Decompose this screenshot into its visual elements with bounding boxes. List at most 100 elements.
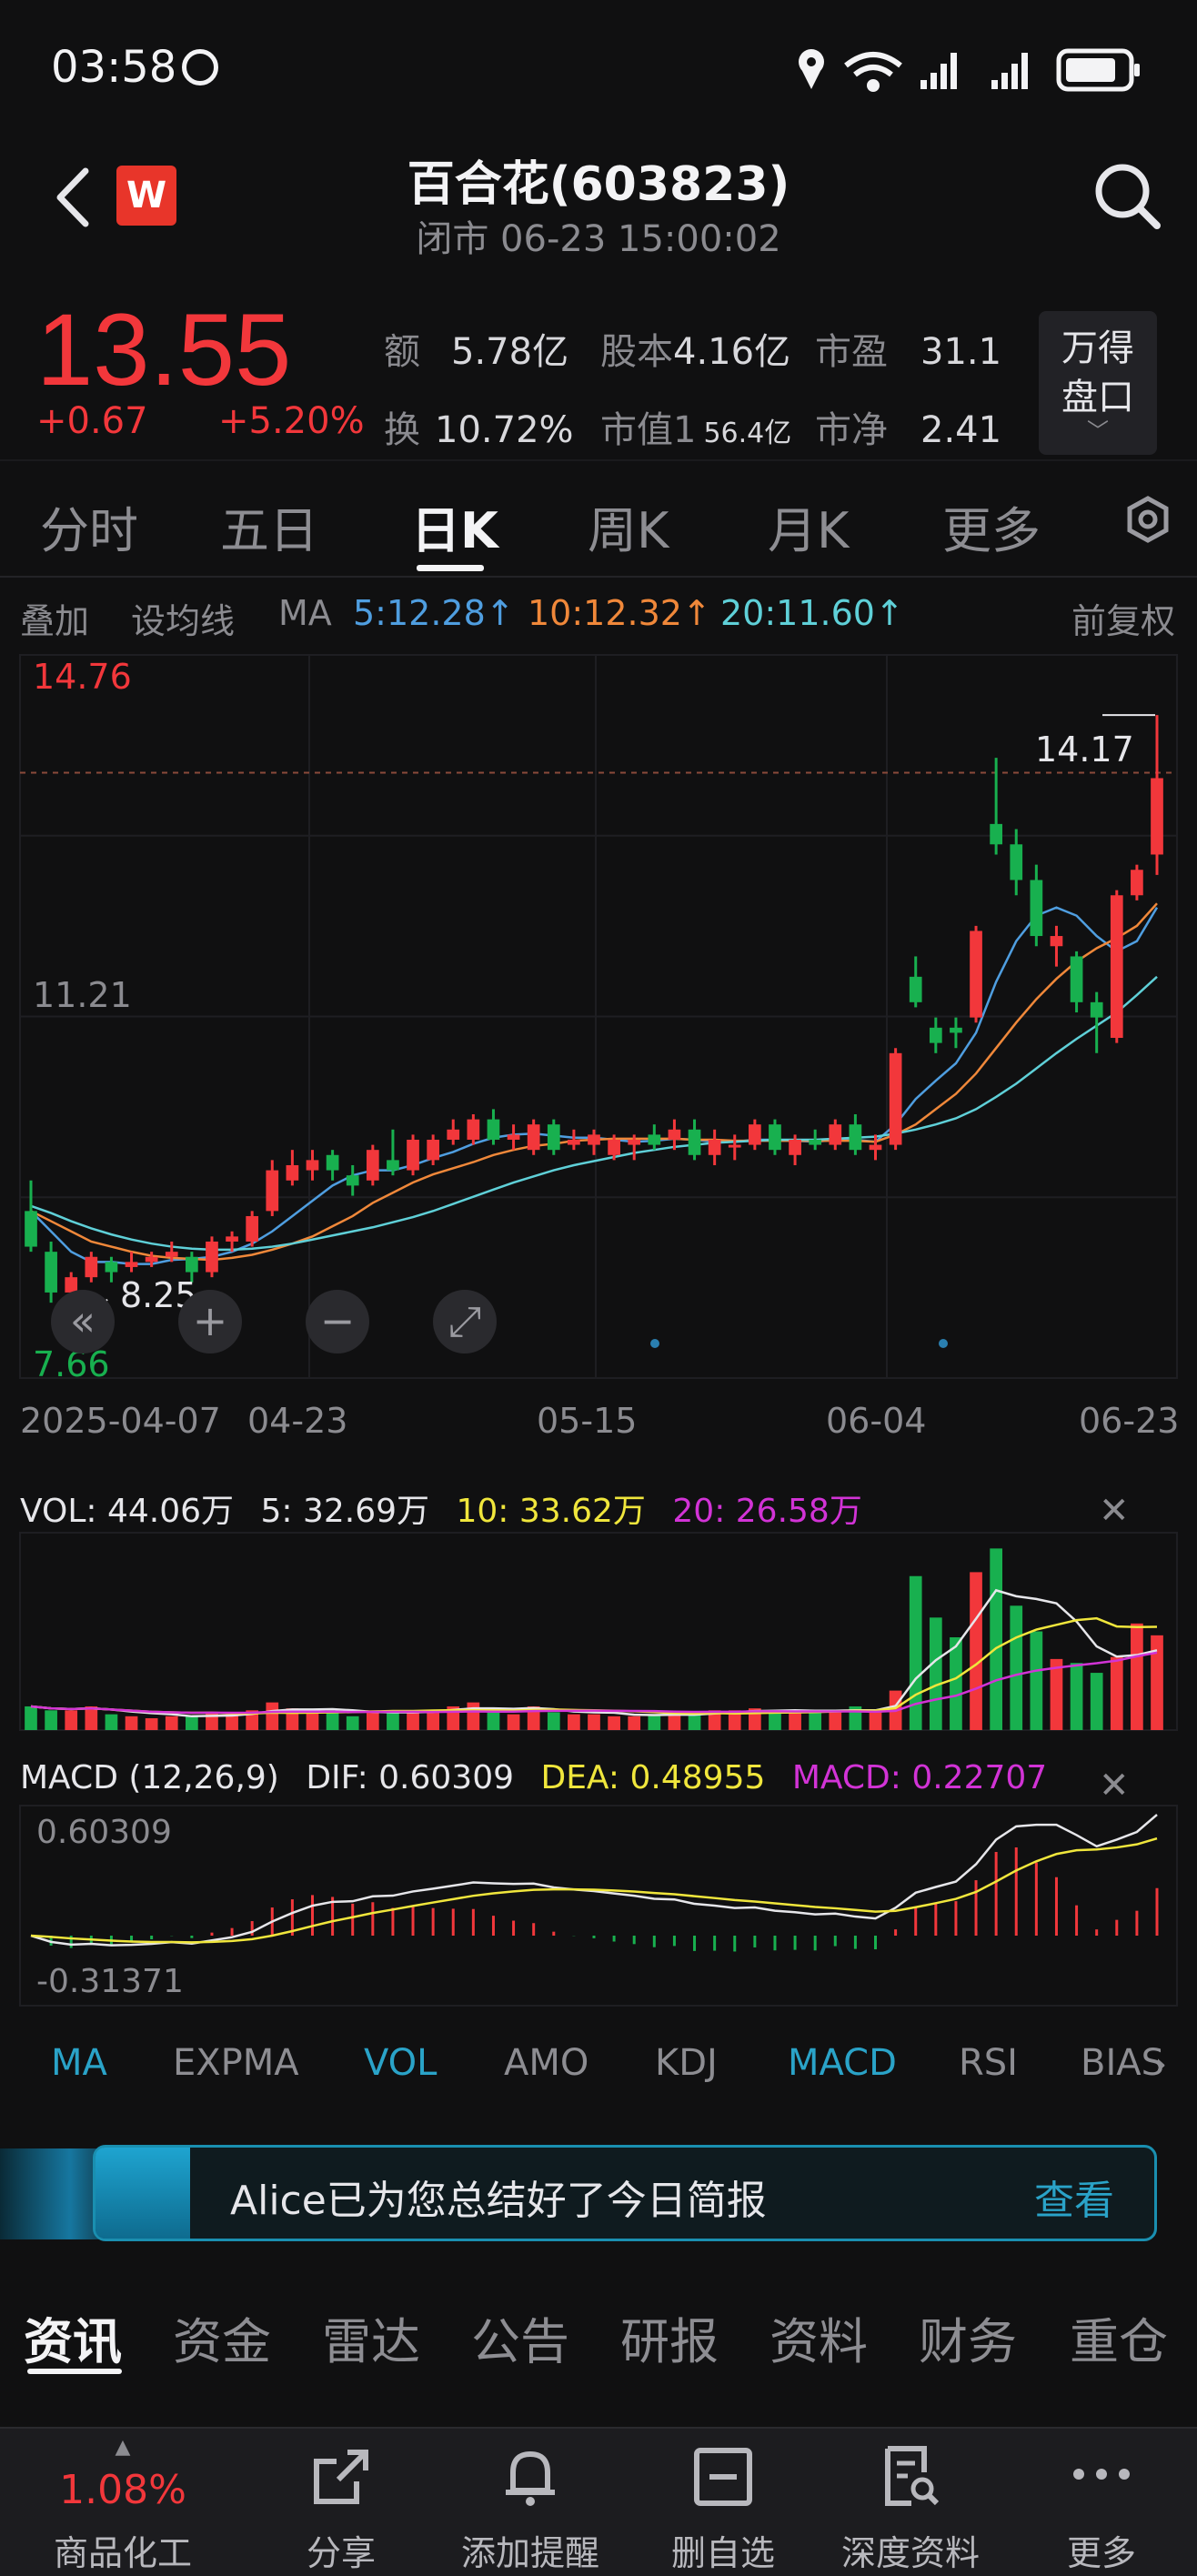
candles [25, 715, 1163, 1318]
candle-body-41 [849, 1124, 862, 1151]
vol-bar-6 [145, 1717, 158, 1730]
tab-profile[interactable]: 资料 [770, 2313, 868, 2370]
tab-financials[interactable]: 财务 [919, 2313, 1017, 2370]
stat-share-capital: 股本4.16亿 [600, 331, 791, 373]
tab-daily-k[interactable]: 日K [411, 502, 498, 559]
tab-research[interactable]: 研报 [620, 2313, 719, 2370]
date-label-4: 06-04 [826, 1401, 927, 1441]
vol-bar-42 [869, 1710, 882, 1730]
last-price: 13.55 [36, 293, 292, 407]
tab-announcements[interactable]: 公告 [471, 2313, 569, 2370]
wande-orderbook-button[interactable]: 万得 盘口 ﹀ [1039, 311, 1157, 455]
scroll-left-button[interactable]: « [51, 1290, 115, 1353]
sync-icon [182, 49, 218, 86]
stat-pe: 市盈 31.1 [815, 331, 1002, 373]
tab-more[interactable]: 更多 [942, 502, 1041, 559]
vol-bar-32 [668, 1712, 681, 1730]
zoom-in-button[interactable]: + [178, 1290, 242, 1353]
vol-bar-27 [568, 1714, 580, 1730]
share-button[interactable]: 分享 [246, 2429, 437, 2576]
add-alert-button[interactable]: 添加提醒 [435, 2429, 626, 2576]
signal-icon-2 [991, 53, 1028, 89]
date-label-3: 05-15 [537, 1401, 638, 1441]
tab-holdings[interactable]: 重仓 [1070, 2313, 1168, 2370]
more-button[interactable]: 更多 [1006, 2429, 1197, 2576]
indicator-tab-kdj[interactable]: KDJ [655, 2042, 718, 2084]
bottom-toolbar: ▲ 1.08% 商品化工 分享 添加提醒 删自选 深度资料 更多 [0, 2427, 1197, 2576]
zoom-out-button[interactable]: − [306, 1290, 369, 1353]
indicator-tab-bias[interactable]: BIAS [1081, 2042, 1164, 2084]
date-label-2: 04-23 [247, 1401, 348, 1441]
candle-body-35 [728, 1144, 741, 1148]
back-icon[interactable] [53, 166, 93, 229]
tab-news[interactable]: 资讯 [24, 2313, 122, 2370]
signal-icon-1 [920, 53, 957, 89]
indicator-tab-vol[interactable]: VOL [364, 2042, 438, 2084]
tab-radar[interactable]: 雷达 [322, 2313, 420, 2370]
candle-body-11 [246, 1215, 259, 1242]
candle-body-13 [286, 1164, 299, 1181]
ma-label: MA [278, 593, 332, 633]
deep-profile-button[interactable]: 深度资料 [815, 2429, 1006, 2576]
ai-brief-banner[interactable]: Alice已为您总结好了今日简报 查看 [0, 2139, 1197, 2247]
close-vol-icon[interactable]: ✕ [1099, 1490, 1130, 1532]
adjust-mode-button[interactable]: 前复权 [1071, 601, 1176, 641]
app-logo: W [116, 166, 176, 226]
ma-bar: 叠加 设均线 MA 5:12.28↑ 10:12.32↑ 20:11.60↑ 前… [0, 589, 1197, 644]
ma20-line [30, 975, 1158, 1252]
vol-bar-3 [85, 1706, 98, 1730]
chart-canvas[interactable] [0, 0, 1197, 2028]
price-change-pct: +5.20% [218, 400, 365, 442]
indicator-tab-ma[interactable]: MA [51, 2042, 107, 2084]
vol-bar-40 [829, 1710, 842, 1730]
banner-view-link[interactable]: 查看 [1034, 2178, 1114, 2224]
vol-bar-56 [1151, 1635, 1163, 1730]
status-icons [799, 48, 1140, 92]
candle-body-42 [869, 1144, 882, 1151]
indicator-tab-macd[interactable]: MACD [788, 2042, 897, 2084]
triangle-up-icon: ▲ [115, 2436, 131, 2459]
candle-body-4 [105, 1262, 118, 1273]
vol-bar-50 [1030, 1631, 1043, 1730]
sector-button[interactable]: ▲ 1.08% 商品化工 [27, 2429, 218, 2576]
candle-body-34 [708, 1139, 721, 1155]
chevron-down-icon: ﹀ [1087, 418, 1109, 444]
news-tabs: 资讯 资金 雷达 公告 研报 资料 财务 重仓 [0, 2292, 1197, 2374]
vol-bar-10 [226, 1714, 238, 1730]
page-dot-2 [939, 1339, 948, 1348]
share-icon [314, 2450, 368, 2504]
indicator-tab-expma[interactable]: EXPMA [173, 2042, 299, 2084]
indicator-tab-amo[interactable]: AMO [504, 2042, 589, 2084]
candle-body-16 [346, 1175, 359, 1186]
ma5-value: 5:12.28↑ [353, 593, 515, 633]
vol-bar-0 [25, 1706, 37, 1730]
settings-icon[interactable] [1124, 496, 1172, 543]
candle-body-19 [407, 1139, 419, 1171]
tab-fund-flow[interactable]: 资金 [173, 2313, 271, 2370]
close-macd-icon[interactable]: ✕ [1099, 1765, 1130, 1806]
tab-intraday[interactable]: 分时 [40, 502, 138, 559]
search-icon[interactable] [1091, 160, 1164, 233]
candle-body-10 [226, 1236, 238, 1242]
chevron-right-icon[interactable]: › [1155, 2047, 1167, 2081]
fullscreen-button[interactable]: ⤢ [433, 1290, 497, 1353]
vol-ma5-line [30, 1588, 1158, 1718]
remove-watchlist-button[interactable]: 删自选 [628, 2429, 819, 2576]
vol-ma10-line [30, 1616, 1158, 1716]
vol-bar-29 [608, 1716, 620, 1730]
vol-bar-24 [507, 1714, 520, 1730]
overlay-button[interactable]: 叠加 [20, 601, 90, 641]
tab-weekly-k[interactable]: 周K [588, 502, 669, 559]
tab-monthly-k[interactable]: 月K [768, 502, 850, 559]
ma5-line [30, 906, 1159, 1265]
set-ma-button[interactable]: 设均线 [131, 601, 236, 641]
ma20-value: 20:11.60↑ [720, 593, 904, 633]
vol-bar-23 [487, 1710, 500, 1730]
candle-body-54 [1110, 895, 1123, 1039]
candle-body-30 [628, 1139, 641, 1145]
candle-body-46 [950, 1027, 962, 1033]
tab-five-day[interactable]: 五日 [220, 502, 318, 559]
indicator-tab-rsi[interactable]: RSI [959, 2042, 1018, 2084]
candle-body-51 [1050, 936, 1063, 947]
vol-bar-52 [1070, 1663, 1083, 1730]
